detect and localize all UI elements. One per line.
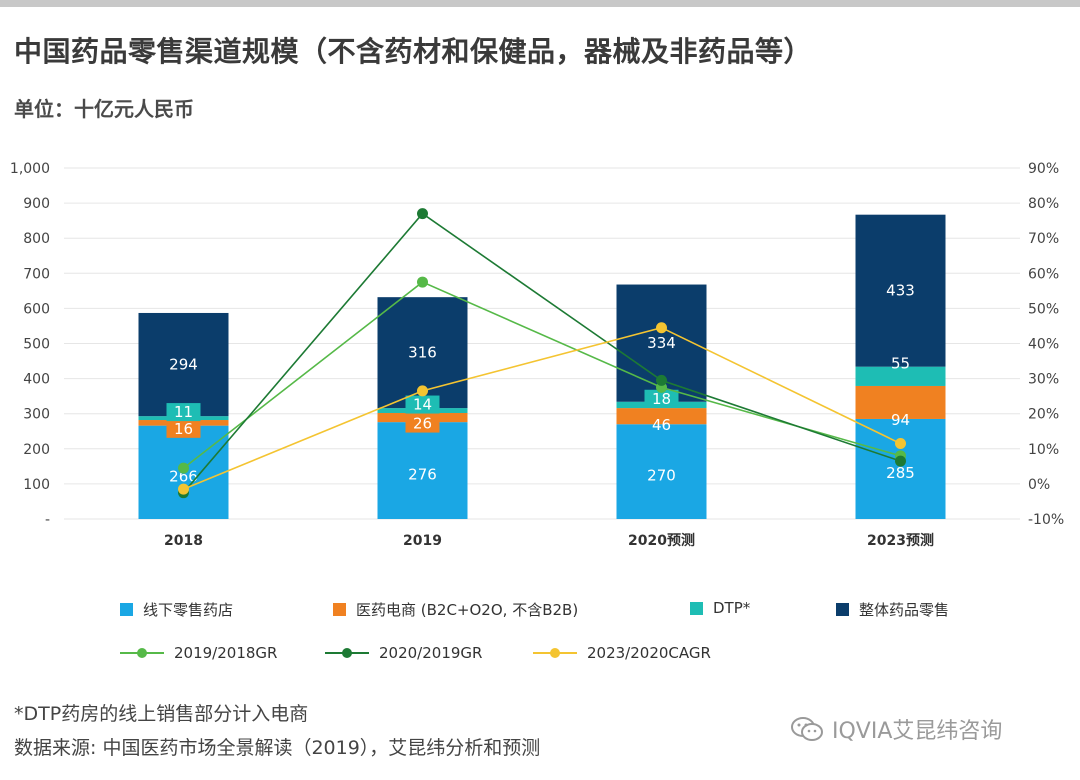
legend-swatch-offline — [120, 603, 133, 616]
bar-segment-dtp-label-bg — [644, 389, 679, 408]
line-cagr — [183, 326, 901, 490]
bar-segment-ecommerce — [855, 385, 946, 419]
right-axis-tick: 20% — [1028, 407, 1059, 423]
right-axis-tick: 50% — [1028, 301, 1059, 317]
bar-segment-ecommerce — [616, 408, 707, 425]
bar-segment-ecommerce-label-bg — [166, 419, 201, 438]
line-gr2019-point — [895, 455, 906, 467]
line-gr2019-point — [656, 374, 667, 386]
data-source: 数据来源: 中国医药市场全景解读（2019），艾昆纬分析和预测 — [14, 737, 541, 759]
legend-lines: 2019/2018GR 2020/2019GR 2023/2020CAGR — [0, 644, 1080, 668]
line-gr1918-point — [417, 276, 428, 288]
data-label: 334 — [647, 334, 676, 352]
line-gr2019-point — [417, 208, 428, 220]
legend-swatch-total — [836, 603, 849, 616]
data-label: 433 — [886, 282, 915, 300]
stacked-bar-line-chart: - 100 200 300 400 500 600 700 800 900 1,000 -10% 0% 1… — [10, 161, 1064, 549]
left-axis-tick: 500 — [23, 337, 50, 353]
bar-segment-ecommerce-label-bg — [405, 414, 440, 433]
right-axis-tick: 90% — [1028, 161, 1059, 177]
left-axis-tick: 100 — [23, 477, 50, 493]
bar-segment-offline — [855, 418, 946, 519]
right-axis-tick: 40% — [1028, 337, 1059, 353]
data-label: 14 — [413, 396, 432, 414]
data-label: 55 — [891, 355, 910, 373]
unit-label: 单位：十亿元人民币 — [14, 97, 194, 121]
data-label: 285 — [886, 464, 915, 482]
legend-label-gr1918: 2019/2018GR — [174, 644, 278, 662]
bar-segment-total — [855, 214, 946, 367]
watermark: IQVIA艾昆纬咨询 — [790, 713, 1002, 745]
right-axis-tick: 30% — [1028, 372, 1059, 388]
line-cagr-point — [656, 322, 667, 334]
data-label: 94 — [891, 411, 910, 429]
bar-segment-offline — [616, 424, 707, 519]
top-divider — [0, 0, 1080, 7]
legend-label-offline: 线下零售药店 — [143, 601, 234, 619]
bar-segment-total — [138, 312, 229, 417]
legend-label-dtp: DTP* — [713, 599, 751, 617]
left-axis-tick: 400 — [23, 372, 50, 388]
legend-item-cagr: 2023/2020CAGR — [533, 644, 711, 662]
category-label: 2019 — [403, 533, 442, 549]
line-cagr-point — [895, 438, 906, 450]
line-gr1918 — [183, 281, 901, 469]
category-label: 2023预测 — [867, 532, 934, 549]
right-axis-tick: 0% — [1028, 477, 1050, 493]
left-axis-tick: - — [45, 512, 50, 528]
bar-segment-offline — [377, 422, 468, 519]
left-axis-tick: 200 — [23, 442, 50, 458]
data-label: 26 — [413, 415, 432, 433]
left-axis-tick: 800 — [23, 231, 50, 247]
legend-line-gr2019 — [325, 646, 369, 660]
footnote: *DTP药房的线上销售部分计入电商 — [14, 703, 309, 725]
data-label: 316 — [408, 344, 437, 362]
right-axis-tick: -10% — [1028, 512, 1064, 528]
wechat-icon — [791, 717, 823, 741]
line-cagr-point — [178, 483, 189, 495]
legend-bars: 线下零售药店 医药电商 (B2C+O2O, 不含B2B) DTP* 整体药品零售 — [0, 599, 1080, 623]
legend-item-gr2019: 2020/2019GR — [325, 644, 482, 662]
legend-label-gr2019: 2020/2019GR — [379, 644, 483, 662]
data-label: 276 — [408, 466, 437, 484]
left-axis-tick: 900 — [23, 196, 50, 212]
right-axis-tick: 70% — [1028, 231, 1059, 247]
legend-item-total: 整体药品零售 — [836, 599, 949, 620]
left-axis-tick: 700 — [23, 266, 50, 282]
legend-swatch-dtp — [690, 601, 703, 615]
right-axis-tick: 80% — [1028, 196, 1059, 212]
line-cagr-point — [417, 385, 428, 397]
legend-label-ecommerce: 医药电商 (B2C+O2O, 不含B2B) — [356, 601, 579, 619]
bar-segment-dtp-label-bg — [405, 395, 440, 414]
legend-item-gr1918: 2019/2018GR — [120, 644, 277, 662]
bar-segment-dtp — [855, 366, 946, 386]
data-label: 294 — [169, 356, 198, 374]
left-axis-tick: 300 — [23, 407, 50, 423]
bar-segment-dtp-label-bg — [166, 403, 201, 422]
legend-line-gr1918 — [120, 646, 164, 660]
legend-label-cagr: 2023/2020CAGR — [587, 644, 711, 662]
category-label: 2018 — [164, 533, 203, 549]
chart-title: 中国药品零售渠道规模（不含药材和保健品，器械及非药品等） — [14, 35, 813, 68]
line-gr2019 — [182, 212, 901, 494]
legend-label-total: 整体药品零售 — [859, 601, 950, 619]
legend-item-ecommerce: 医药电商 (B2C+O2O, 不含B2B) — [333, 599, 578, 620]
data-label: 11 — [174, 403, 193, 421]
data-label: 16 — [174, 420, 193, 438]
watermark-text: IQVIA艾昆纬咨询 — [832, 719, 1003, 744]
line-gr1918-point — [178, 462, 189, 474]
left-axis-tick: 1,000 — [10, 161, 50, 177]
legend-line-cagr — [533, 646, 577, 660]
legend-item-dtp: DTP* — [690, 599, 750, 617]
category-label: 2020预测 — [628, 532, 695, 549]
right-axis-tick: 60% — [1028, 266, 1059, 282]
data-label: 46 — [652, 416, 671, 434]
data-label: 270 — [647, 467, 676, 485]
right-axis-tick: 10% — [1028, 442, 1059, 458]
legend-swatch-ecommerce — [333, 603, 346, 616]
legend-item-offline: 线下零售药店 — [120, 599, 233, 620]
data-label: 18 — [652, 390, 671, 408]
left-axis-tick: 600 — [23, 301, 50, 317]
data-label: 266 — [169, 467, 198, 485]
